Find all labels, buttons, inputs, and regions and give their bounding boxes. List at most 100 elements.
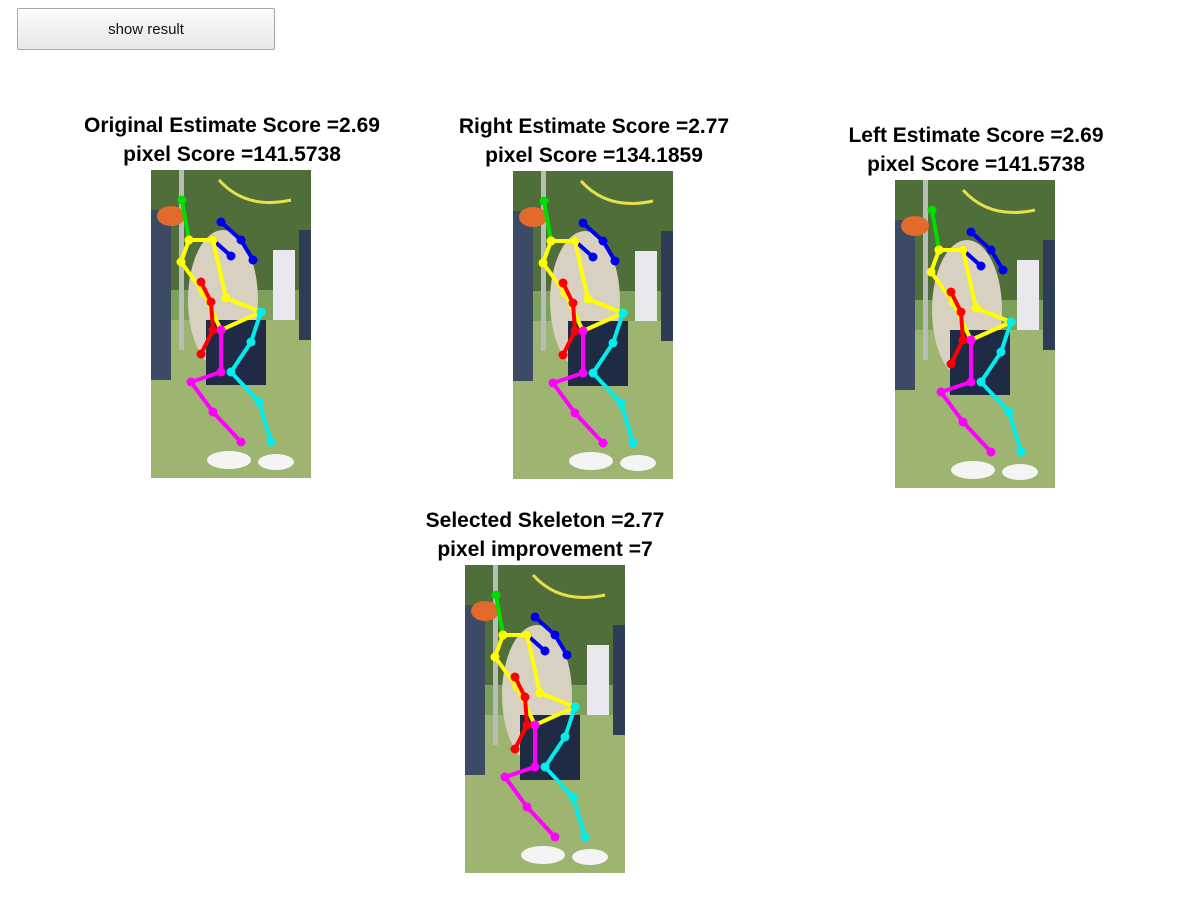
head-limb-joint bbox=[539, 196, 549, 206]
upper-arm-limb-joint bbox=[998, 265, 1008, 275]
head-limb bbox=[180, 198, 191, 242]
left-arm-limb-joint bbox=[956, 307, 966, 317]
left-leg-limb-joint bbox=[570, 408, 580, 418]
upper-arm-limb-2-joint bbox=[226, 251, 236, 261]
left-arm-limb-joint bbox=[570, 326, 580, 336]
original-estimate-title: Original Estimate Score =2.69 pixel Scor… bbox=[22, 111, 442, 169]
left-leg-limb-joint bbox=[578, 326, 588, 336]
upper-arm-limb-joint bbox=[530, 612, 540, 622]
left-arm-limb bbox=[949, 290, 965, 366]
left-leg-limb-joint bbox=[598, 438, 608, 448]
head-limb-joint bbox=[927, 205, 937, 215]
spectator-edge bbox=[299, 230, 311, 340]
right-leg-limb-joint bbox=[266, 437, 276, 447]
original-estimate-image bbox=[151, 170, 311, 478]
upper-arm-limb-joint bbox=[966, 227, 976, 237]
left-leg-limb-joint bbox=[936, 387, 946, 397]
right-leg-limb-joint bbox=[568, 792, 578, 802]
torso-limb-joint bbox=[184, 235, 194, 245]
player-cap bbox=[471, 601, 499, 621]
torso-limb-joint bbox=[208, 235, 218, 245]
pixel-improvement: pixel improvement =7 bbox=[437, 538, 653, 561]
torso-limb-joint bbox=[926, 267, 936, 277]
torso-limb-joint bbox=[583, 294, 593, 304]
left-leg-limb-joint bbox=[500, 772, 510, 782]
left-estimate-title: Left Estimate Score =2.69 pixel Score =1… bbox=[766, 121, 1186, 179]
head-limb bbox=[494, 593, 505, 637]
left-leg-limb-joint bbox=[550, 832, 560, 842]
upper-arm-limb-joint bbox=[216, 217, 226, 227]
player-shoe-right bbox=[1002, 464, 1038, 480]
right-leg-limb-joint bbox=[976, 377, 986, 387]
left-leg-limb-joint bbox=[208, 407, 218, 417]
right-estimate-image bbox=[513, 171, 673, 479]
right-leg-limb-joint bbox=[540, 762, 550, 772]
upper-arm-limb-joint bbox=[236, 235, 246, 245]
torso-limb-joint bbox=[538, 258, 548, 268]
yellow-rope bbox=[961, 188, 1036, 214]
right-leg-limb-joint bbox=[618, 308, 628, 318]
left-leg-limb-joint bbox=[530, 720, 540, 730]
right-leg-limb-joint bbox=[256, 307, 266, 317]
upper-arm-limb-joint bbox=[248, 255, 258, 265]
torso-limb-joint bbox=[176, 257, 186, 267]
left-leg-limb-joint bbox=[216, 367, 226, 377]
spectator-left bbox=[151, 210, 171, 380]
player-shoe-left bbox=[521, 846, 565, 864]
head-limb bbox=[542, 199, 553, 243]
right-leg-limb-joint bbox=[1016, 447, 1026, 457]
left-arm-limb bbox=[513, 675, 529, 751]
right-pixel-score: pixel Score =134.1859 bbox=[485, 144, 703, 167]
spectator-left bbox=[895, 220, 915, 390]
spectator-left bbox=[465, 605, 485, 775]
spectator-edge bbox=[661, 231, 673, 341]
left-leg-limb-joint bbox=[966, 335, 976, 345]
selected-skeleton-image bbox=[465, 565, 625, 873]
right-leg-limb-joint bbox=[628, 438, 638, 448]
upper-arm-limb-joint bbox=[598, 236, 608, 246]
torso-limb-joint bbox=[971, 303, 981, 313]
head-limb bbox=[930, 208, 941, 252]
left-leg-limb-joint bbox=[986, 447, 996, 457]
torso-limb bbox=[493, 633, 577, 727]
left-arm-limb-joint bbox=[206, 297, 216, 307]
show-result-button[interactable]: show result bbox=[17, 8, 275, 50]
spectator-right bbox=[273, 250, 295, 320]
spectator-edge bbox=[613, 625, 625, 735]
player-shoe-left bbox=[951, 461, 995, 479]
left-leg-limb-joint bbox=[966, 377, 976, 387]
upper-arm-limb-joint bbox=[550, 630, 560, 640]
yellow-rope bbox=[531, 573, 606, 599]
torso-limb-joint bbox=[958, 245, 968, 255]
right-leg-limb-joint bbox=[608, 338, 618, 348]
left-arm-limb-joint bbox=[196, 349, 206, 359]
left-arm-limb-joint bbox=[522, 720, 532, 730]
selected-skeleton-score: Selected Skeleton =2.77 bbox=[425, 509, 665, 532]
right-leg-limb-joint bbox=[580, 832, 590, 842]
left-leg-limb-joint bbox=[578, 368, 588, 378]
head-limb-joint bbox=[491, 590, 501, 600]
left-leg-limb-joint bbox=[216, 325, 226, 335]
torso-limb-joint bbox=[934, 245, 944, 255]
left-arm-limb-joint bbox=[946, 287, 956, 297]
left-arm-limb-joint bbox=[196, 277, 206, 287]
left-pixel-score: pixel Score =141.5738 bbox=[867, 153, 1085, 176]
spectator-right bbox=[635, 251, 657, 321]
yellow-rope bbox=[217, 178, 292, 204]
upper-arm-limb-2-joint bbox=[976, 261, 986, 271]
torso-limb-joint bbox=[522, 630, 532, 640]
right-leg-limb-joint bbox=[1006, 317, 1016, 327]
torso-limb-joint bbox=[546, 236, 556, 246]
left-arm-limb-joint bbox=[558, 350, 568, 360]
left-arm-limb-joint bbox=[510, 744, 520, 754]
player-shoe-right bbox=[572, 849, 608, 865]
right-leg-limb-joint bbox=[254, 397, 264, 407]
torso-limb bbox=[179, 238, 263, 332]
torso-limb-joint bbox=[221, 293, 231, 303]
yellow-rope bbox=[579, 179, 654, 205]
head-limb-joint bbox=[177, 195, 187, 205]
upper-arm-limb-joint bbox=[562, 650, 572, 660]
left-arm-limb-joint bbox=[208, 325, 218, 335]
goal-post bbox=[923, 180, 928, 360]
player-cap bbox=[157, 206, 185, 226]
